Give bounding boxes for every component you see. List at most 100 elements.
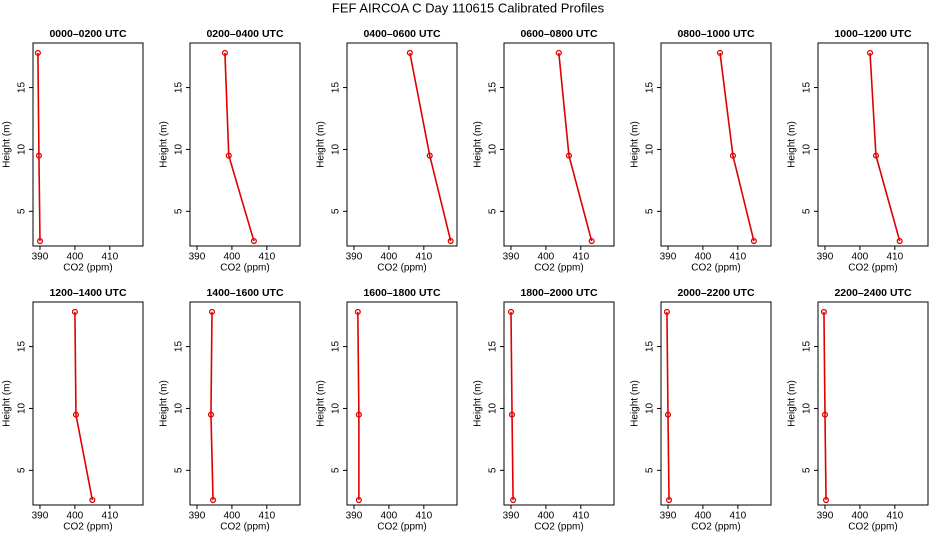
main-title: FEF AIRCOA C Day 110615 Calibrated Profi… [332,0,605,15]
y-tick-label: 5 [17,208,28,214]
x-axis-label: CO2 (ppm) [63,522,112,533]
panel-title: 1600–1800 UTC [363,287,440,299]
y-axis-label: Height (m) [787,380,798,427]
y-tick-label: 5 [331,208,342,214]
y-tick-label: 5 [488,208,499,214]
data-point [34,49,41,56]
y-tick-label: 10 [488,402,499,414]
profile-line [409,52,452,242]
plot-frame [189,301,301,506]
x-tick-label: 410 [415,252,432,263]
y-tick-label: 15 [331,82,342,94]
data-point [822,496,830,504]
data-point [208,308,216,315]
panel-title: 1800–2000 UTC [520,287,597,299]
y-tick-label: 10 [17,143,28,155]
x-tick-label: 400 [381,511,398,522]
y-tick-label: 10 [802,402,813,414]
y-axis-label: Height (m) [159,121,170,168]
data-point [72,411,80,418]
x-tick-label: 390 [189,252,206,263]
data-point [729,152,736,159]
profile-line [357,311,360,501]
plot-frame [503,42,615,247]
plot-frame [32,42,144,247]
x-tick-label: 410 [101,252,118,263]
y-axis-label: Height (m) [316,121,327,168]
x-tick-label: 400 [224,252,241,263]
x-tick-label: 400 [538,511,555,522]
x-axis-label: CO2 (ppm) [377,522,426,533]
y-tick-label: 15 [174,82,185,94]
y-tick-label: 10 [17,402,28,414]
profile-line [719,52,755,242]
x-tick-label: 390 [32,511,49,522]
data-point [355,411,362,418]
profile-line [558,52,593,242]
x-axis-label: CO2 (ppm) [534,263,583,274]
x-tick-label: 390 [189,511,206,522]
profile-line [510,311,514,501]
data-point [716,49,724,56]
data-point [354,308,361,315]
x-tick-label: 390 [817,511,834,522]
y-tick-label: 15 [488,341,499,353]
x-tick-label: 410 [258,252,275,263]
y-tick-label: 5 [17,467,28,473]
data-point [406,49,413,56]
data-point [355,496,362,504]
y-tick-label: 10 [802,143,813,155]
data-point [225,152,232,159]
profile-line [37,52,41,242]
y-tick-label: 5 [174,208,185,214]
x-tick-label: 410 [572,511,589,522]
y-tick-label: 15 [645,341,656,353]
x-tick-label: 410 [886,252,903,263]
panel-title: 1000–1200 UTC [834,28,911,40]
x-tick-label: 400 [224,511,241,522]
plot-frame [817,42,929,247]
profile-line [210,311,214,501]
panel-title: 2200–2400 UTC [834,287,911,299]
panel-title: 0600–0800 UTC [520,28,597,40]
y-tick-label: 15 [802,341,813,353]
plot-frame [189,42,301,247]
data-point [447,237,454,245]
x-tick-label: 400 [695,252,712,263]
data-point [426,152,433,159]
y-tick-label: 15 [174,341,185,353]
y-tick-label: 15 [331,341,342,353]
y-tick-label: 15 [645,82,656,94]
plot-frame [346,42,458,247]
data-point [207,411,215,418]
x-tick-label: 390 [660,511,677,522]
y-tick-label: 15 [802,82,813,94]
y-tick-label: 5 [488,467,499,473]
data-point [663,308,670,315]
plot-frame [660,301,772,506]
profile-line [869,52,901,242]
x-axis-label: CO2 (ppm) [377,263,426,274]
x-tick-label: 400 [852,511,869,522]
x-tick-label: 400 [67,511,84,522]
data-point [250,237,257,245]
y-tick-label: 10 [174,402,185,414]
y-tick-label: 5 [645,467,656,473]
y-axis-label: Height (m) [630,121,641,168]
data-point [664,411,672,418]
y-axis-label: Height (m) [316,380,327,427]
y-tick-label: 5 [645,208,656,214]
data-point [35,152,42,159]
profile-line [224,52,255,242]
x-tick-label: 390 [817,252,834,263]
x-tick-label: 410 [258,511,275,522]
x-axis-label: CO2 (ppm) [220,263,269,274]
x-axis-label: CO2 (ppm) [63,263,112,274]
y-axis-label: Height (m) [2,121,13,168]
data-point [89,496,96,504]
x-axis-label: CO2 (ppm) [848,522,897,533]
x-tick-label: 400 [695,511,712,522]
